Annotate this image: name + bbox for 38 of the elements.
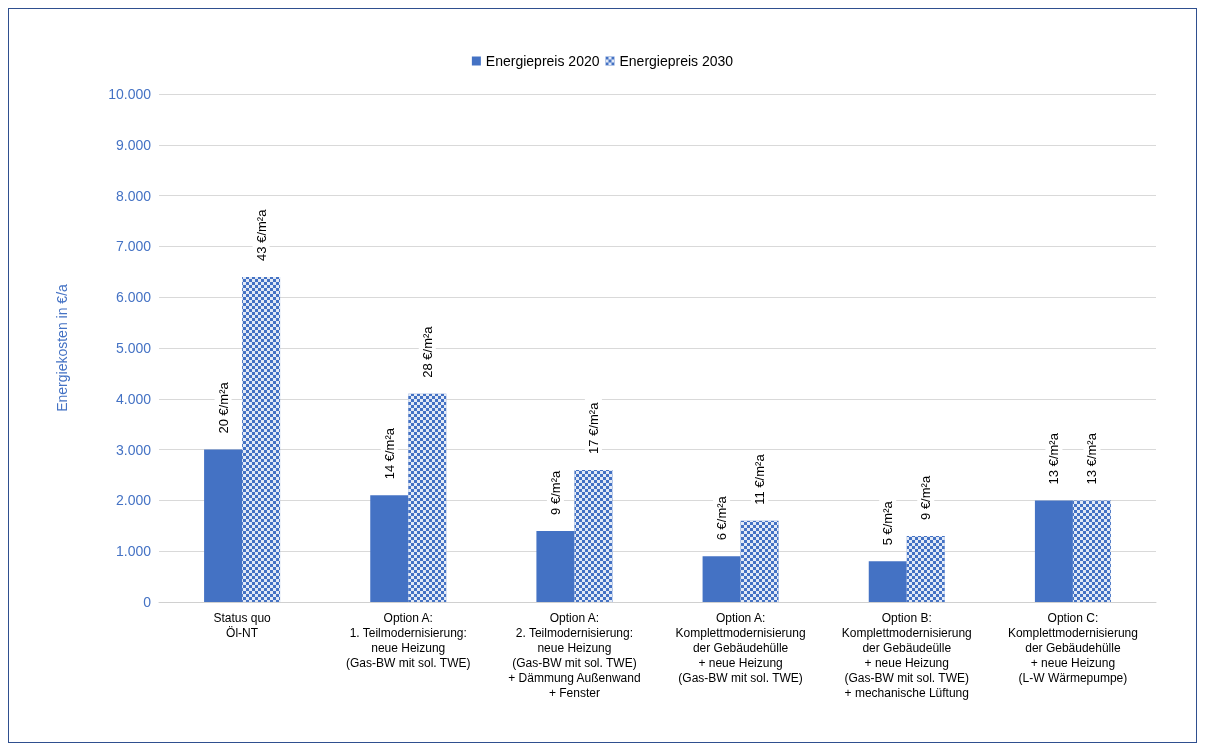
x-tick-label: Option A: Komplettmodernisierung der Gebäudehülle + neue Heizung (Gas-BW mit sol. TWE) bbox=[675, 610, 806, 685]
y-axis-title: Energiekosten in €/a bbox=[54, 283, 70, 412]
bar bbox=[536, 530, 575, 602]
annotation: 43 €/m²a bbox=[253, 208, 269, 261]
bar bbox=[1034, 500, 1073, 602]
bar bbox=[204, 449, 243, 602]
annotation: 5 €/m²a bbox=[880, 500, 896, 546]
annotation: 17 €/m²a bbox=[585, 401, 601, 454]
y-tick-label: 0 bbox=[143, 594, 152, 610]
y-tick-label: 5.000 bbox=[115, 340, 152, 356]
annotation: 28 €/m²a bbox=[419, 325, 435, 378]
annotation: 6 €/m²a bbox=[714, 495, 730, 541]
bar bbox=[702, 556, 741, 602]
annotation: 13 €/m²a bbox=[1084, 432, 1100, 485]
y-tick-label: 7.000 bbox=[115, 238, 152, 255]
y-tick-label: 10.000 bbox=[108, 86, 152, 102]
annotation: 14 €/m²a bbox=[381, 427, 397, 480]
annotation: 9 €/m²a bbox=[918, 475, 934, 520]
annotation: 11 €/m²a bbox=[752, 453, 768, 505]
y-tick-label: 8.000 bbox=[115, 187, 152, 204]
annotation: 20 €/m²a bbox=[215, 381, 231, 434]
y-tick-label: 2.000 bbox=[115, 492, 152, 509]
y-tick-label: 6.000 bbox=[115, 289, 152, 306]
x-tick-label: Option B: Komplettmodernisierung der Gebäudeülle + neue Heizung (Gas-BW mit sol. TWE) + mechanische Lüftung bbox=[841, 610, 972, 700]
bar bbox=[370, 495, 409, 602]
y-tick-label: 4.000 bbox=[115, 390, 152, 407]
legend-label: Energiepreis 2030 bbox=[619, 53, 734, 69]
x-tick-label: Option A: 2. Teilmodernisierung: neue Heizung (Gas-BW mit sol. TWE) + Dämmung Außenwand + Fenster bbox=[508, 610, 641, 700]
bar bbox=[868, 561, 907, 602]
x-tick-label: Option C: Komplettmodernisierung der Gebäudehülle + neue Heizung (L-W Wärmepumpe) bbox=[1007, 610, 1138, 685]
x-tick-label: Status quo Öl-NT bbox=[213, 610, 272, 640]
y-tick-label: 1.000 bbox=[115, 543, 152, 560]
annotation: 9 €/m²a bbox=[547, 470, 563, 515]
y-tick-label: 9.000 bbox=[115, 136, 152, 153]
annotation: 13 €/m²a bbox=[1046, 432, 1062, 485]
legend-label: Energiepreis 2020 bbox=[485, 53, 600, 69]
y-tick-label: 3.000 bbox=[115, 441, 152, 458]
x-tick-label: Option A: 1. Teilmodernisierung: neue Heizung (Gas-BW mit sol. TWE) bbox=[346, 610, 471, 670]
